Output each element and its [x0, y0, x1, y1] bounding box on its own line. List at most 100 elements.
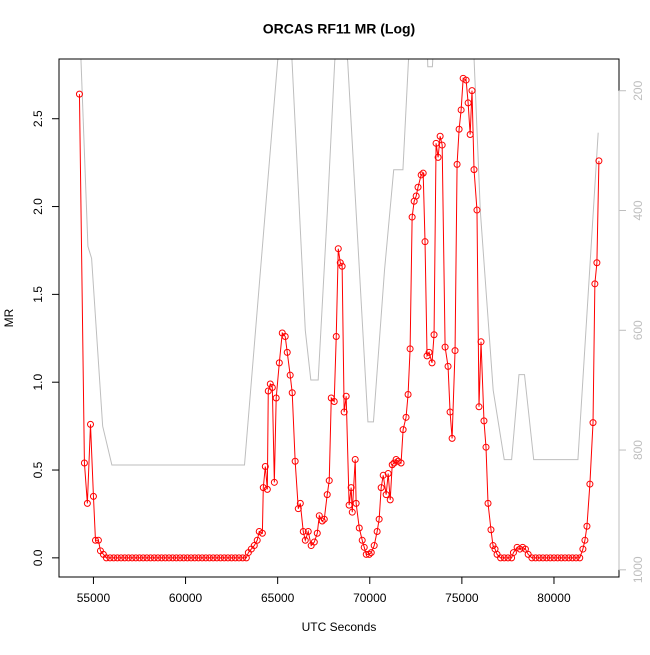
point: [451, 347, 459, 355]
point: [334, 245, 342, 253]
point: [261, 463, 269, 471]
point: [176, 554, 184, 562]
point: [382, 491, 390, 499]
point: [546, 554, 554, 562]
point: [535, 554, 543, 562]
point: [198, 554, 206, 562]
point: [75, 90, 83, 98]
point: [497, 554, 505, 562]
point: [360, 543, 368, 551]
point: [136, 554, 143, 562]
chart-title: ORCAS RF11 MR (Log): [263, 21, 415, 37]
y2-tick-label: 200: [631, 80, 645, 100]
point: [165, 554, 173, 562]
point: [313, 529, 321, 537]
point: [106, 554, 114, 562]
point: [117, 554, 125, 562]
point: [402, 413, 410, 421]
point: [557, 554, 565, 562]
point: [272, 394, 280, 402]
x-tick-label: 60000: [169, 591, 203, 605]
point: [258, 529, 266, 537]
point: [430, 331, 438, 339]
y2-tick-label: 600: [631, 320, 645, 340]
point: [150, 554, 158, 562]
point: [158, 554, 166, 562]
point: [217, 554, 225, 562]
point: [386, 496, 394, 504]
y2-tick-label: 1000: [631, 556, 645, 583]
point: [404, 390, 412, 398]
point: [283, 348, 291, 356]
point: [342, 392, 350, 400]
y2-tick-label: 800: [631, 440, 645, 460]
point: [423, 352, 431, 360]
point: [589, 419, 597, 427]
point: [338, 262, 346, 270]
point: [172, 554, 180, 562]
point: [281, 333, 289, 341]
point: [209, 554, 217, 562]
point: [438, 141, 446, 149]
point: [154, 554, 162, 562]
point: [406, 345, 414, 353]
point: [586, 480, 594, 488]
point: [94, 536, 102, 544]
point: [365, 550, 373, 558]
point: [390, 459, 398, 467]
point: [593, 259, 601, 267]
point: [268, 383, 276, 391]
point: [392, 455, 400, 463]
point: [417, 171, 425, 179]
point: [128, 554, 136, 562]
point: [259, 484, 267, 492]
point: [253, 536, 261, 544]
point: [432, 139, 440, 147]
point: [500, 554, 508, 562]
point: [231, 554, 239, 562]
point: [358, 536, 366, 544]
y-tick-label: 2.0: [31, 198, 45, 215]
point: [425, 348, 433, 356]
point: [351, 455, 359, 463]
y-tick-label: 0.5: [31, 461, 45, 478]
point: [132, 554, 140, 562]
point: [332, 333, 340, 341]
point: [264, 387, 272, 395]
point: [169, 554, 177, 562]
point: [470, 166, 478, 174]
point: [475, 403, 483, 411]
point: [595, 157, 603, 165]
point: [299, 528, 307, 536]
point: [579, 545, 587, 553]
point: [124, 554, 132, 562]
y-tick-label: 1.5: [31, 286, 45, 303]
point: [412, 192, 420, 200]
point: [296, 499, 304, 507]
point: [543, 554, 551, 562]
point: [187, 554, 195, 562]
point: [213, 554, 221, 562]
point: [250, 542, 258, 550]
point: [493, 550, 501, 558]
x-tick-label: 55000: [77, 591, 111, 605]
point: [143, 554, 151, 562]
point: [473, 206, 481, 214]
point: [355, 524, 363, 532]
point: [448, 434, 456, 442]
point: [315, 512, 323, 520]
point: [377, 484, 385, 492]
point: [524, 550, 532, 558]
point: [320, 515, 328, 523]
point: [384, 470, 392, 478]
point: [581, 536, 589, 544]
point: [239, 554, 247, 562]
point: [347, 484, 355, 492]
point: [228, 554, 236, 562]
point: [419, 169, 427, 177]
point: [399, 426, 407, 434]
point: [87, 420, 94, 428]
point: [89, 492, 97, 500]
point: [304, 528, 312, 536]
